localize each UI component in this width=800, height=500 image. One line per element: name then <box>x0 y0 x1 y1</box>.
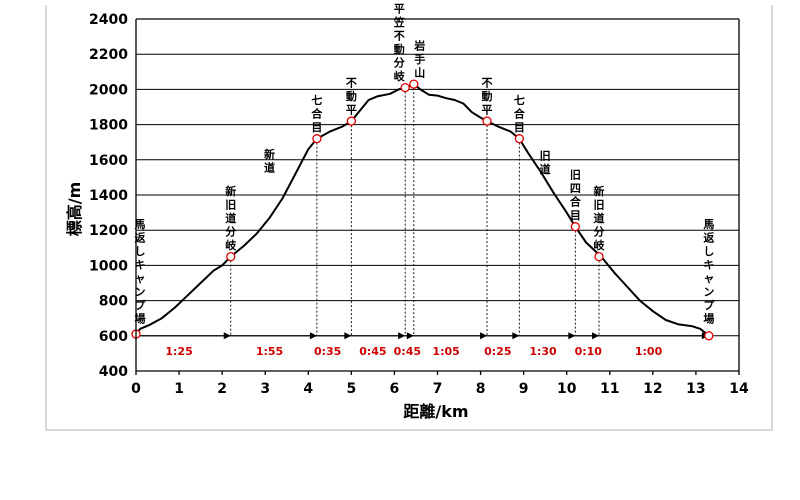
x-tick-label: 12 <box>643 381 662 397</box>
waypoint-marker <box>346 116 357 126</box>
x-tick-label: 3 <box>260 381 270 397</box>
y-tick-labels: 400 600 800 1000 1200 1400 1600 1800 2000 2200 240… <box>89 12 128 380</box>
y-tick-label: 600 <box>99 329 128 345</box>
segment-time-label: 0:45 <box>394 345 421 358</box>
y-tick-label: 1400 <box>89 188 128 204</box>
grid-lines <box>136 18 739 337</box>
route-annotation: 新道 <box>264 147 275 175</box>
y-tick-label: 1800 <box>89 118 128 134</box>
segment-time-label: 1:05 <box>432 345 459 358</box>
x-tick-labels: 0 1 2 3 4 5 6 7 8 9 10 11 12 13 14 <box>131 381 749 397</box>
x-tick-label: 13 <box>686 381 705 397</box>
waypoint-labels: 馬返しキャンプ場新旧道分岐七合目不動平平笠不動分岐岩手山不動平七合目旧四合目新旧… <box>135 3 716 326</box>
x-tick-label: 0 <box>131 381 141 397</box>
waypoint-label: 旧四合目 <box>570 169 582 223</box>
waypoint-label: 岩手山 <box>413 39 425 80</box>
route-arrow <box>568 332 576 340</box>
x-tick-label: 9 <box>519 381 529 397</box>
waypoint-marker <box>226 251 236 262</box>
y-tick-label: 1000 <box>89 258 128 274</box>
x-tick-label: 6 <box>390 381 400 397</box>
x-tick-label: 5 <box>346 381 356 397</box>
waypoint-markers <box>131 79 714 341</box>
route-arrow <box>406 332 414 340</box>
axes <box>135 18 740 375</box>
segment-time-label: 1:25 <box>165 345 192 358</box>
chart-frame <box>45 5 773 431</box>
route-annotation: 旧道 <box>540 150 551 177</box>
route-arrows <box>136 332 709 340</box>
route-arrow <box>592 332 600 340</box>
waypoint-marker <box>400 82 410 93</box>
x-tick-label: 11 <box>600 381 619 397</box>
segment-time-label: 1:00 <box>635 345 663 358</box>
waypoint-label: 七合目 <box>514 93 526 134</box>
waypoint-marker <box>482 116 492 126</box>
waypoint-marker <box>594 251 604 262</box>
route-arrow <box>223 332 231 340</box>
x-axis-title: 距離/km <box>403 402 468 421</box>
waypoint-marker <box>704 331 714 341</box>
x-tick-label: 7 <box>433 381 443 397</box>
waypoint-label: 不動平 <box>346 77 357 117</box>
waypoint-marker <box>570 222 580 232</box>
route-arrow <box>480 332 488 340</box>
y-tick-label: 1600 <box>89 153 128 169</box>
waypoint-marker <box>514 134 524 144</box>
y-tick-label: 2400 <box>89 12 128 28</box>
route-arrow <box>344 332 352 340</box>
y-tick-label: 1200 <box>89 223 128 239</box>
waypoint-label: 馬返しキャンプ場 <box>703 218 715 326</box>
elevation-profile-line <box>135 83 710 337</box>
route-arrow <box>398 332 406 340</box>
segment-time-label: 1:30 <box>529 345 557 358</box>
waypoint-guide-lines <box>230 84 600 335</box>
waypoint-label: 馬返しキャンプ場 <box>135 218 147 326</box>
waypoint-marker <box>409 79 419 89</box>
segment-time-label: 1:55 <box>256 345 283 358</box>
route-arrow <box>512 332 520 340</box>
waypoint-label: 七合目 <box>311 93 323 134</box>
segment-time-label: 0:25 <box>484 345 511 358</box>
y-tick-label: 2200 <box>89 47 128 63</box>
x-tick-label: 1 <box>174 381 184 397</box>
segment-time-label: 0:45 <box>359 345 386 358</box>
segment-time-label: 0:35 <box>314 345 341 358</box>
route-arrow <box>309 332 317 340</box>
y-tick-label: 2000 <box>89 82 128 98</box>
y-axis-title: 標高/m <box>65 182 84 237</box>
waypoint-label: 不動平 <box>482 77 493 117</box>
y-tick-label: 800 <box>99 294 128 310</box>
segment-time-labels: 1:25 1:55 0:35 0:45 0:45 1:05 0:25 1:30 0:10 1:00 <box>165 345 662 358</box>
waypoint-marker <box>312 134 322 144</box>
waypoint-label: 新旧道分岐 <box>225 184 237 252</box>
x-tick-label: 4 <box>303 381 313 397</box>
waypoint-label: 新旧道分岐 <box>594 184 606 252</box>
y-tick-label: 400 <box>99 364 128 380</box>
segment-time-label: 0:10 <box>575 345 603 358</box>
figure-border <box>45 5 773 431</box>
x-tick-label: 8 <box>476 381 486 397</box>
waypoint-label: 平笠不動分岐 <box>393 3 406 84</box>
x-tick-label: 14 <box>729 381 749 397</box>
x-tick-label: 10 <box>557 381 577 397</box>
x-tick-label: 2 <box>217 381 227 397</box>
